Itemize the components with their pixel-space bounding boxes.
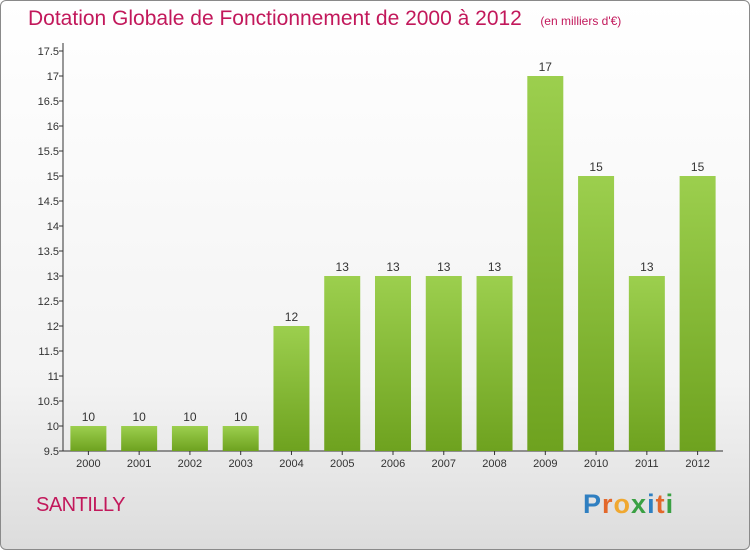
y-tick-label: 16 [47, 121, 59, 133]
logo-letter: x [631, 489, 648, 519]
data-label-2005: 13 [336, 260, 350, 274]
data-label-2001: 10 [132, 410, 146, 424]
x-tick-label: 2010 [584, 458, 608, 470]
x-tick-label: 2005 [330, 458, 354, 470]
y-tick-label: 9.5 [44, 446, 59, 458]
x-tick-label: 2007 [432, 458, 456, 470]
x-tick-label: 2009 [533, 458, 557, 470]
logo-letter: o [613, 489, 632, 519]
y-tick-label: 10.5 [38, 396, 59, 408]
y-tick-label: 13 [47, 271, 59, 283]
data-label-2002: 10 [183, 410, 197, 424]
y-axis: 9.5 10 10.5 11 11.5 12 12.5 13 13.5 14 14.5 15 15.5 1… [38, 43, 64, 458]
data-label-2011: 13 [640, 260, 654, 274]
bar-2001 [121, 426, 158, 451]
logo-letter: i [665, 489, 675, 519]
title-row: Dotation Globale de Fonctionnement de 20… [28, 7, 621, 31]
logo-letter: P [583, 489, 603, 519]
data-label-2004: 12 [285, 310, 299, 324]
x-tick-label: 2012 [685, 458, 709, 470]
data-label-2006: 13 [386, 260, 400, 274]
y-tick-label: 11 [48, 371, 59, 383]
x-tick-label: 2004 [279, 458, 303, 470]
data-label-2012: 15 [691, 160, 705, 174]
x-tick-label: 2006 [381, 458, 405, 470]
logo-letter: r [602, 489, 614, 519]
y-tick-label: 17.5 [38, 46, 59, 58]
y-tick-label: 14.5 [38, 196, 59, 208]
y-tick-label: 15.5 [38, 146, 59, 158]
bars [70, 76, 716, 451]
y-tick-label: 12 [47, 321, 59, 333]
data-label-2009: 17 [539, 60, 553, 74]
x-tick-label: 2002 [178, 458, 202, 470]
data-label-2007: 13 [437, 260, 451, 274]
bar-2002 [171, 426, 208, 451]
bar-2006 [375, 276, 411, 451]
y-tick-label: 14 [47, 221, 59, 233]
x-axis: 2000 2001 2002 2003 2004 2005 2006 2007 2008 2009… [63, 450, 723, 470]
x-tick-label: 2011 [635, 458, 659, 470]
bar-2009 [527, 76, 564, 451]
logo-letter: t [655, 489, 666, 519]
y-tick-label: 10 [47, 421, 59, 433]
bar-2008 [476, 276, 513, 451]
logo-letter: i [647, 489, 656, 519]
y-tick-label: 17 [47, 71, 59, 83]
commune-name: SANTILLY [36, 494, 126, 516]
bar-2003 [222, 426, 259, 451]
proxiti-logo: Proxiti [583, 489, 674, 520]
bar-2000 [70, 426, 107, 451]
chart-unit: (en milliers d'€) [540, 14, 622, 28]
x-tick-label: 2008 [482, 458, 506, 470]
y-tick-label: 15 [47, 171, 59, 183]
bar-2005 [324, 276, 361, 451]
x-tick-label: 2003 [228, 458, 252, 470]
bar-2010 [578, 176, 615, 451]
data-label-2008: 13 [488, 260, 502, 274]
y-tick-label: 16.5 [38, 96, 59, 108]
data-label-2010: 15 [589, 160, 603, 174]
bar-2004 [273, 326, 310, 451]
y-tick-label: 12.5 [38, 296, 59, 308]
data-label-2003: 10 [234, 410, 248, 424]
chart-title: Dotation Globale de Fonctionnement de 20… [28, 7, 522, 30]
y-tick-label: 13.5 [38, 246, 59, 258]
bar-2011 [628, 276, 665, 451]
x-tick-label: 2001 [127, 458, 151, 470]
bar-2012 [679, 176, 716, 451]
y-tick-label: 11.5 [38, 346, 59, 358]
data-label-2000: 10 [82, 410, 96, 424]
data-labels: 10 10 10 10 12 13 13 13 13 17 15 13 15 [82, 60, 705, 424]
bar-2007 [425, 276, 462, 451]
x-tick-label: 2000 [76, 458, 100, 470]
